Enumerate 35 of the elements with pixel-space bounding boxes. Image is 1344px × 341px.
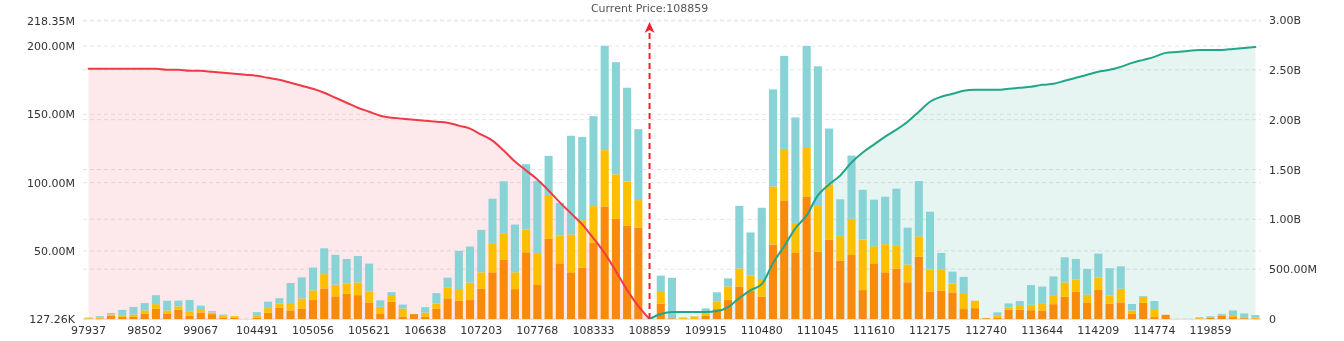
ref-line-label: Current Price:108859: [590, 2, 709, 15]
y2-tick-label: 500.00M: [1269, 263, 1317, 277]
x-tick-label: 113644: [1021, 324, 1064, 337]
x-tick-label: 105056: [291, 324, 334, 337]
y-tick-label: 218.35M: [27, 15, 75, 28]
x-tick-label: 114774: [1133, 324, 1176, 337]
y2-tick-label: 1.00B: [1269, 213, 1302, 227]
y2-tick-label: 3.00B: [1269, 14, 1302, 27]
y-tick-label: 150.00M: [27, 108, 75, 122]
x-tick-label: 107203: [460, 324, 503, 337]
y-tick-label: 50.00M: [34, 244, 75, 258]
x-tick-label: 104491: [235, 324, 278, 337]
x-tick-label: 112175: [909, 324, 952, 337]
x-tick-label: 111610: [852, 324, 895, 337]
x-tick-label: 97937: [71, 324, 107, 337]
x-tick-label: 119859: [1189, 324, 1232, 337]
x-tick-label: 106638: [404, 324, 447, 337]
x-tick-label: 114209: [1077, 324, 1120, 337]
x-tick-label: 108859: [628, 324, 671, 337]
x-tick-label: 98502: [127, 324, 163, 337]
x-tick-label: 99067: [183, 324, 219, 337]
x-tick-label: 108333: [572, 324, 615, 337]
x-tick-label: 107768: [516, 324, 559, 337]
x-tick-label: 111045: [796, 324, 839, 337]
y2-tick-label: 2.50B: [1269, 63, 1302, 77]
x-tick-label: 110480: [740, 324, 783, 337]
x-tick-label: 105621: [348, 324, 391, 337]
y-tick-label: 127.26K: [29, 313, 76, 326]
x-tick-label: 112740: [965, 324, 1008, 337]
y2-tick-label: 2.00B: [1269, 113, 1302, 127]
y2-tick-label: 1.50B: [1269, 163, 1302, 177]
x-tick-label: 109915: [684, 324, 727, 337]
y-tick-label: 100.00M: [27, 176, 75, 190]
y-tick-label: 200.00M: [27, 40, 75, 54]
y2-tick-label: 0: [1269, 313, 1276, 326]
